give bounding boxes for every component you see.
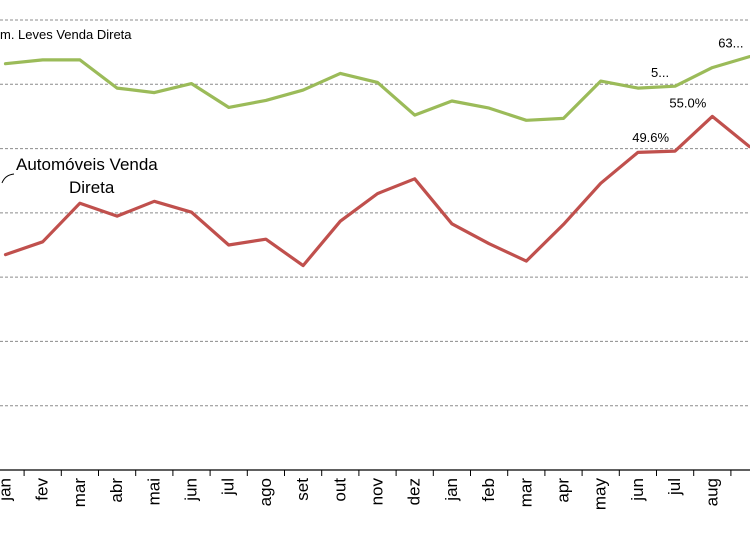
- x-tick-label: jun: [628, 478, 647, 502]
- x-tick-label: mar: [70, 478, 89, 508]
- data-label: 5...: [651, 65, 669, 80]
- x-tick-label: jul: [665, 478, 684, 496]
- series-labels: m. Leves Venda Direta Automóveis Venda Dir…: [0, 27, 158, 197]
- series-label-green: m. Leves Venda Direta: [0, 27, 132, 42]
- x-tick-label: jan: [442, 478, 461, 502]
- x-tick-label: may: [591, 478, 610, 511]
- x-tick-label: jan: [0, 478, 15, 502]
- x-tick-label: apr: [554, 478, 573, 503]
- x-tick-label: dez: [405, 478, 424, 505]
- x-tick-label: jun: [182, 478, 201, 502]
- series-label-red: Automóveis Venda: [16, 155, 158, 174]
- series-label-red-line2: Direta: [69, 178, 115, 197]
- x-tick-label: aug: [702, 478, 721, 506]
- series-line-0: [3, 54, 750, 122]
- data-label: 49.6%: [632, 130, 669, 145]
- x-tick-label: ago: [256, 478, 275, 506]
- x-tick-label: set: [293, 478, 312, 501]
- x-tick-label: feb: [479, 478, 498, 502]
- data-label: 63...: [718, 36, 743, 51]
- x-tick-label: nov: [368, 478, 387, 506]
- x-tick-label: mar: [516, 478, 535, 508]
- x-tick-label: jul: [219, 478, 238, 496]
- x-axis: jan fev mar abr mai jun jul ago set out nov dez jan f…: [0, 469, 750, 511]
- data-labels: 5... 63... 49.6% 55.0%: [632, 36, 743, 145]
- data-label: 55.0%: [669, 95, 706, 110]
- x-tick-label: fev: [33, 478, 52, 501]
- x-tick-label: abr: [107, 478, 126, 503]
- x-tick-label: out: [330, 478, 349, 502]
- series-line-1: [3, 114, 750, 268]
- series-lines: [3, 54, 750, 268]
- x-tick-label: mai: [144, 478, 163, 505]
- label-leader-line: [1, 173, 15, 184]
